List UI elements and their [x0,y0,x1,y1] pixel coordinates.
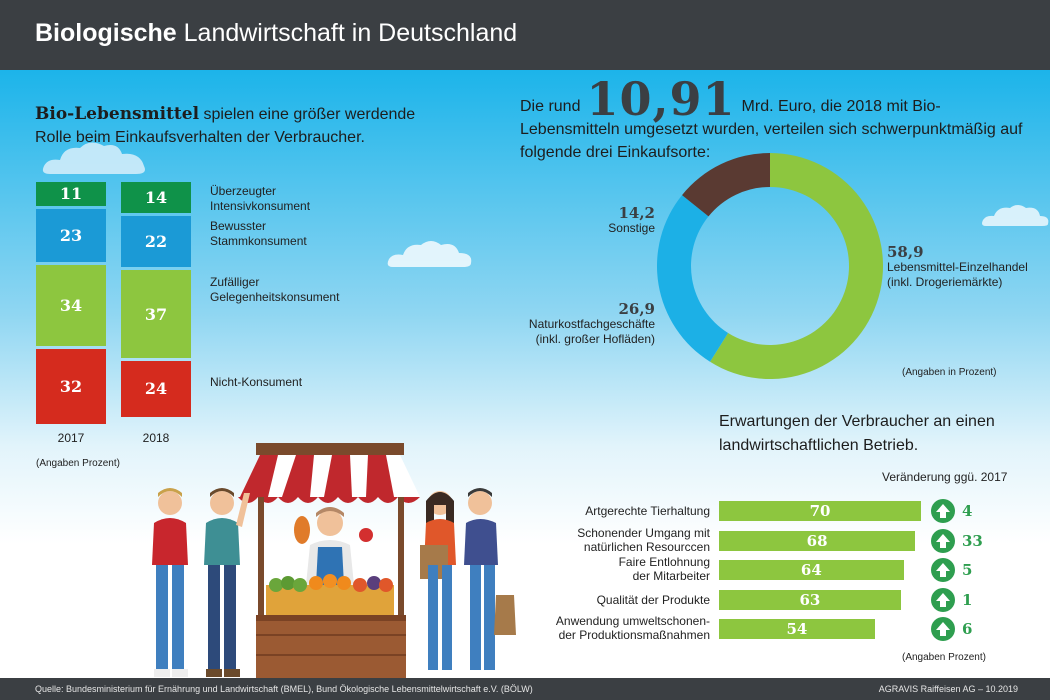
expectation-label: Anwendung umweltschonen-der Produktionsm… [556,614,710,642]
stacked-bar-segment: 34 [36,265,106,346]
donut-label: 26,9 Naturkostfachgeschäfte (inkl. großer … [460,302,655,347]
donut-label: 14,2 Sonstige [560,206,655,236]
donut-unit-note: (Angaben in Prozent) [902,367,997,378]
intro-bold: Bio-Lebensmittel [35,104,200,124]
source-text: Quelle: Bundesministerium für Ernährung … [35,684,533,694]
big-number: 10,91 [586,72,736,126]
person-man-blue [464,488,516,670]
series-label: Nicht-Konsument [210,375,370,390]
cloud-icon [42,142,145,174]
donut-value: 26,9 [618,300,655,318]
donut-slice [682,153,770,217]
change-header: Veränderung ggü. 2017 [882,470,1008,484]
person-woman [420,491,456,670]
cloud-icon [387,241,472,267]
change-value: 5 [962,561,973,579]
person-teal-shirt [204,488,250,677]
change-value: 6 [962,620,973,638]
year-label: 2018 [142,431,170,445]
arrow-up-icon [931,499,955,523]
expectations-unit-note: (Angaben Prozent) [902,652,986,663]
donut-label-line: (inkl. großer Hofläden) [535,332,655,346]
donut-label-line: Lebensmittel-Einzelhandel [887,260,1028,274]
series-label-line: Bewusster [210,218,267,233]
change-value: 1 [962,590,973,609]
left-intro-text: Bio-Lebensmittel spielen eine größer wer… [35,103,455,149]
intro-rest: spielen eine größer werdende Rolle beim … [35,106,416,146]
year-label: 2017 [57,431,85,445]
donut-slice [710,153,883,379]
expectation-label-line: der Mitarbeiter [632,569,710,583]
expectation-label: Qualität der Produkte [597,593,710,607]
produce-crates [266,574,394,615]
left-unit-note: (Angaben Prozent) [36,458,120,469]
footer-bar: Quelle: Bundesministerium für Ernährung … [0,678,1050,700]
donut-value: 58,9 [887,243,924,261]
donut-value: 14,2 [618,204,655,222]
expectation-bar: 68 [719,530,916,551]
expectation-label-line: Schonender Umgang mit [577,525,710,540]
expectation-bar: 70 [719,501,921,521]
expectation-label-line: natürlichen Resourccen [583,539,710,554]
series-label-line: Nicht-Konsument [210,374,303,389]
donut-intro-text: Die rund 10,91 Mrd. Euro, die 2018 mit Bio… [520,76,1040,164]
title-bold: Biologische [35,19,177,47]
series-label: Überzeugter Intensivkonsument [210,184,370,214]
stacked-bar-segment: 37 [121,270,191,358]
expectation-label: Faire Entlohnung der Mitarbeiter [619,555,710,583]
stacked-bar-segment: 23 [36,208,106,263]
donut-slice [657,195,729,362]
intro-prefix: Die rund [520,98,581,115]
series-label-line: Überzeugter [210,184,277,198]
expectation-label-line: Qualität der Produkte [596,592,710,607]
stacked-bar-segment: 24 [121,360,191,417]
expectation-bar: 63 [719,589,901,610]
vendor-figure [294,507,373,585]
expectation-label-line: Faire Entlohnung [618,555,710,569]
donut-label-line: (inkl. Drogeriemärkte) [887,275,1003,289]
series-label-line: Zufälliger [210,275,260,290]
expectation-label: Schonender Umgang mit natürlichen Resourc… [577,526,710,554]
donut-label: 58,9 Lebensmittel-Einzelhandel (inkl. Drog… [887,245,1028,290]
expectation-label-line: Artgerechte Tierhaltung [585,504,710,518]
change-value: 33 [962,531,983,550]
expectation-bar: 64 [719,560,904,580]
series-label-line: Gelegenheitskonsument [210,290,340,305]
title-rest: Landwirtschaft in Deutschland [176,19,518,47]
expectation-bar: 54 [719,619,875,639]
arrow-up-icon [931,587,955,612]
person-red-shirt [152,488,188,677]
cloud-icon [982,205,1049,226]
change-value: 4 [962,502,973,520]
page-title: Biologische Landwirtschaft in Deutschlan… [35,19,517,48]
expectations-title: Erwartungen der Verbraucher an einen lan… [719,413,995,454]
stacked-bar-segment: 32 [36,348,106,424]
arrow-up-icon [931,558,955,582]
series-label: Zufälliger Gelegenheitskonsument [210,275,370,305]
stacked-bar-segment: 22 [121,216,191,268]
market-stall-illustration [152,443,516,678]
awning [238,443,420,503]
arrow-up-icon [931,528,955,553]
expectation-label-line: der Produktionsmaßnahmen [558,628,710,642]
donut-label-line: Sonstige [608,221,655,235]
arrow-up-icon [931,617,955,641]
stacked-bar-segment: 14 [121,182,191,214]
expectation-label: Artgerechte Tierhaltung [585,504,710,518]
series-label-line: Stammkonsument [210,233,307,248]
stacked-bar-segment: 11 [36,182,106,206]
expectation-label-line: Anwendung umweltschonen- [555,614,710,628]
header-bar: Biologische Landwirtschaft in Deutschlan… [0,0,1050,70]
donut-label-line: Naturkostfachgeschäfte [528,317,655,331]
intro-suffix: Mrd. Euro, die 2018 mit Bio-Lebensmittel… [520,98,1023,161]
credit-text: AGRAVIS Raiffeisen AG – 10.2019 [878,684,1018,694]
series-label-line: Intensivkonsument [210,199,311,213]
series-label: Bewusster Stammkonsument [210,219,370,249]
